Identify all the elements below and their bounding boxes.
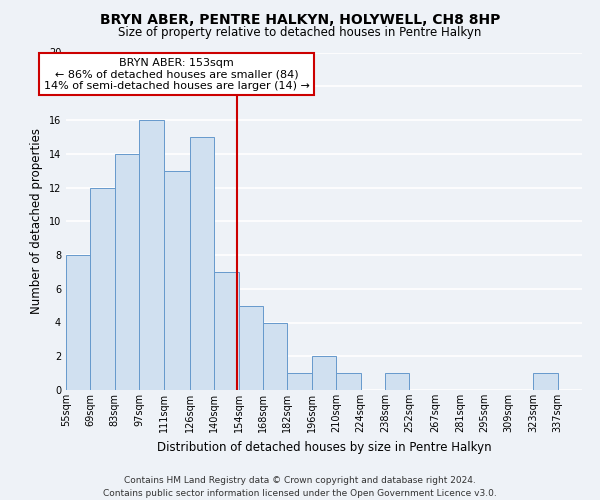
Y-axis label: Number of detached properties: Number of detached properties (30, 128, 43, 314)
Bar (66, 255, 91, 390)
Text: BRYN ABER: 153sqm
← 86% of detached houses are smaller (84)
14% of semi-detached: BRYN ABER: 153sqm ← 86% of detached hous… (44, 58, 310, 91)
Bar (336, 373, 361, 390)
Bar (533, 373, 557, 390)
Bar (385, 373, 409, 390)
Bar (312, 356, 336, 390)
Bar (214, 272, 239, 390)
Text: Size of property relative to detached houses in Pentre Halkyn: Size of property relative to detached ho… (118, 26, 482, 39)
Bar (115, 154, 139, 390)
Bar (239, 306, 263, 390)
Bar (91, 188, 115, 390)
Bar (139, 120, 164, 390)
Text: Contains HM Land Registry data © Crown copyright and database right 2024.
Contai: Contains HM Land Registry data © Crown c… (103, 476, 497, 498)
X-axis label: Distribution of detached houses by size in Pentre Halkyn: Distribution of detached houses by size … (157, 440, 491, 454)
Bar (164, 170, 190, 390)
Bar (287, 373, 312, 390)
Text: BRYN ABER, PENTRE HALKYN, HOLYWELL, CH8 8HP: BRYN ABER, PENTRE HALKYN, HOLYWELL, CH8 … (100, 12, 500, 26)
Bar (190, 137, 214, 390)
Bar (263, 322, 287, 390)
